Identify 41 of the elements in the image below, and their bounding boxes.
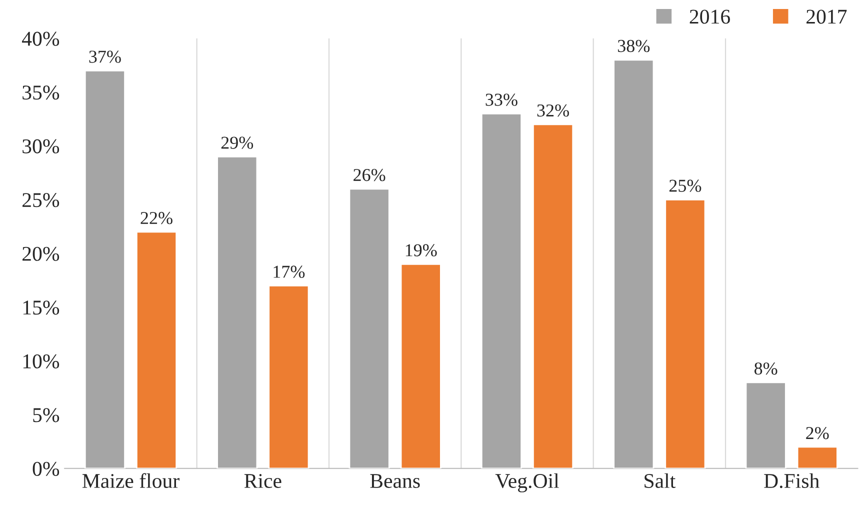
y-tick-label: 10%: [23, 354, 60, 368]
data-label: 2%: [806, 426, 829, 440]
data-label: 33%: [486, 94, 518, 106]
y-tick-label: 35%: [22, 86, 60, 100]
data-label: 32%: [537, 104, 569, 117]
x-tick-label: Beans: [370, 474, 420, 488]
bar: [216, 156, 258, 468]
bar: [400, 263, 442, 468]
bar: [664, 198, 706, 468]
data-label: 25%: [669, 180, 702, 192]
y-tick-label: 30%: [22, 139, 60, 154]
bar: [268, 285, 310, 468]
data-label: 26%: [354, 168, 386, 182]
x-tick-label: Rice: [244, 474, 282, 488]
y-tick-label: 5%: [33, 408, 60, 422]
bar: [796, 446, 838, 468]
legend-label: 2016: [690, 10, 730, 24]
y-tick-label: 15%: [23, 300, 60, 315]
x-tick-label: Salt: [644, 473, 676, 488]
bar: [613, 59, 654, 468]
bar: [745, 382, 786, 468]
y-tick-label: 40%: [22, 32, 60, 46]
data-label: 37%: [89, 50, 121, 63]
bar: [480, 112, 522, 468]
data-label: 8%: [754, 362, 778, 375]
y-tick-label: 25%: [22, 193, 60, 208]
bar: [136, 231, 178, 468]
bar: [84, 70, 126, 468]
y-tick-label: 20%: [22, 246, 60, 261]
x-tick-label: Maize flour: [82, 473, 180, 488]
data-label: 29%: [221, 136, 254, 149]
x-tick-label: D.Fish: [764, 473, 820, 488]
x-tick-label: Veg.Oil: [495, 473, 559, 492]
data-label: 17%: [274, 266, 305, 278]
y-tick-label: 0%: [32, 462, 60, 476]
data-label: 19%: [406, 244, 437, 256]
bar: [348, 188, 390, 468]
data-label: 22%: [140, 212, 172, 224]
legend-label: 2017: [806, 10, 847, 24]
bar: [532, 124, 574, 468]
data-label: 38%: [618, 40, 650, 52]
